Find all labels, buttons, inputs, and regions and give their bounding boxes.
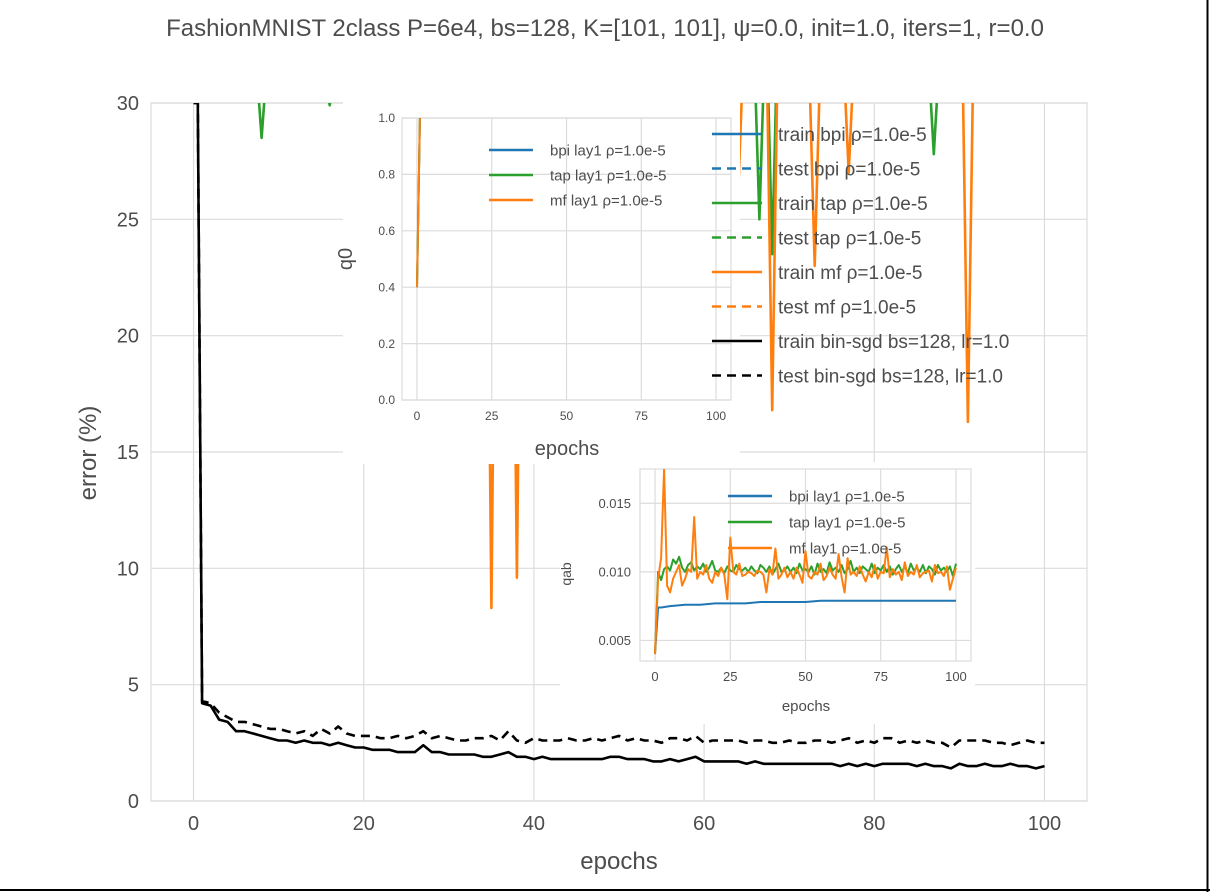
in1-y-tick-label: 0.6	[378, 224, 395, 238]
main-x-tick-label: 0	[188, 813, 199, 835]
in1-x-tick-label: 100	[706, 409, 726, 423]
q0-inset-y-axis-label: q0	[335, 248, 357, 270]
series-train-tap-1-0e-5	[257, 103, 939, 256]
legend-label-bpi-lay1-1-0e-5: bpi lay1 ρ=1.0e-5	[789, 488, 905, 505]
legend-label-bpi-lay1-1-0e-5: bpi lay1 ρ=1.0e-5	[550, 142, 666, 159]
main-y-tick-label: 5	[128, 675, 139, 697]
q0-inset: 0 25 50 75 100 0.00.20.40.60.81.0 epochs q0 …	[335, 100, 740, 464]
q0-inset-x-axis-label: epochs	[535, 438, 600, 460]
q0-inset-series	[416, 118, 421, 288]
legend-label-train-mf-1-0e-5: train mf ρ=1.0e-5	[778, 263, 922, 284]
main-y-tick-label: 0	[128, 791, 139, 813]
in2-y-tick-label: 0.010	[598, 564, 631, 579]
q0-inset-legend: bpi lay1 ρ=1.0e-5 tap lay1 ρ=1.0e-5 mf lay…	[489, 142, 667, 209]
qab-inset-y-tick-labels: 0.005 0.010 0.015	[598, 496, 631, 648]
series-train-bin-sgd-bs-128-lr-1-0	[193, 103, 1045, 770]
in2-y-tick-label: 0.005	[598, 633, 631, 648]
qab-inset-y-axis-label: qab	[558, 562, 574, 586]
in2-x-tick-label: 25	[723, 669, 737, 684]
legend-label-train-bpi-1-0e-5: train bpi ρ=1.0e-5	[778, 125, 927, 146]
main-x-tick-labels: 0 20 40 60 80 100	[188, 813, 1061, 835]
main-y-tick-label: 10	[117, 558, 139, 580]
qab-inset-background	[560, 462, 975, 724]
chart-title: FashionMNIST 2class P=6e4, bs=128, K=[10…	[166, 15, 1044, 42]
in1-plot-frame	[401, 117, 732, 401]
qab-inset-legend: bpi lay1 ρ=1.0e-5 tap lay1 ρ=1.0e-5 mf lay…	[728, 488, 906, 557]
in1-x-tick-label: 25	[485, 409, 499, 423]
legend-label-test-tap-1-0e-5: test tap ρ=1.0e-5	[778, 228, 921, 249]
main-y-tick-label: 30	[117, 93, 139, 115]
main-legend: train bpi ρ=1.0e-5 test bpi ρ=1.0e-5 train…	[712, 125, 1009, 387]
main-y-tick-label: 25	[117, 209, 139, 231]
legend-label-mf-lay1-1-0e-5: mf lay1 ρ=1.0e-5	[789, 540, 901, 557]
qab-inset: 0 25 50 75 100 0.005 0.010 0.015 epochs qab bp…	[558, 462, 975, 724]
in2-x-tick-label: 0	[651, 669, 658, 684]
legend-label-test-bpi-1-0e-5: test bpi ρ=1.0e-5	[778, 159, 920, 180]
main-y-tick-label: 20	[117, 326, 139, 348]
in1-y-tick-label: 0.4	[378, 280, 395, 294]
in2-x-tick-label: 100	[945, 669, 967, 684]
main-x-tick-label: 40	[523, 813, 545, 835]
main-y-tick-label: 15	[117, 442, 139, 464]
legend-label-mf-lay1-1-0e-5: mf lay1 ρ=1.0e-5	[550, 192, 662, 209]
legend-label-test-mf-1-0e-5: test mf ρ=1.0e-5	[778, 297, 916, 318]
main-y-tick-labels: 0 5 10 15 20 25 30	[117, 93, 139, 813]
series-mf-lay1-1-0e-5	[654, 469, 957, 655]
q0-inset-y-tick-labels: 0.0 0.2 0.4 0.6 0.8 1.0	[378, 111, 395, 407]
qab-inset-series	[654, 469, 957, 655]
qab-inset-x-axis-label: epochs	[782, 698, 830, 715]
main-x-tick-label: 100	[1028, 813, 1061, 835]
legend-label-train-tap-1-0e-5: train tap ρ=1.0e-5	[778, 194, 928, 215]
in1-x-tick-label: 50	[560, 409, 574, 423]
q0-inset-x-tick-labels: 0 25 50 75 100	[414, 409, 727, 423]
series-test-bin-sgd-bs-128-lr-1-0	[193, 103, 1045, 749]
main-x-tick-label: 60	[693, 813, 715, 835]
in2-x-tick-label: 75	[873, 669, 887, 684]
in2-y-tick-label: 0.015	[598, 496, 631, 511]
legend-label-tap-lay1-1-0e-5: tap lay1 ρ=1.0e-5	[550, 167, 667, 184]
in1-y-tick-label: 0.0	[378, 393, 395, 407]
main-series	[193, 103, 1045, 770]
series-bpi-lay1-1-0e-5	[654, 599, 956, 655]
qab-inset-x-tick-labels: 0 25 50 75 100	[651, 669, 966, 684]
series-mf-lay1-1-0e-5	[416, 118, 421, 288]
in2-plot-frame	[639, 468, 972, 662]
legend-label-test-bin-sgd-bs-128-lr-1-0: test bin-sgd bs=128, lr=1.0	[778, 366, 1003, 387]
main-y-axis-label: error (%)	[75, 406, 102, 501]
q0-inset-grid	[401, 117, 732, 401]
q0-inset-background	[343, 100, 740, 464]
in1-y-tick-label: 0.8	[378, 168, 395, 182]
main-x-tick-label: 80	[863, 813, 885, 835]
in1-x-tick-label: 0	[414, 409, 421, 423]
in2-x-tick-label: 50	[798, 669, 812, 684]
in1-x-tick-label: 75	[635, 409, 649, 423]
in1-y-tick-label: 0.2	[378, 337, 395, 351]
main-x-tick-label: 20	[353, 813, 375, 835]
legend-label-train-bin-sgd-bs-128-lr-1-0: train bin-sgd bs=128, lr=1.0	[778, 332, 1009, 353]
main-x-axis-label: epochs	[580, 848, 657, 875]
in1-y-tick-label: 1.0	[378, 111, 395, 125]
legend-label-tap-lay1-1-0e-5: tap lay1 ρ=1.0e-5	[789, 514, 906, 531]
